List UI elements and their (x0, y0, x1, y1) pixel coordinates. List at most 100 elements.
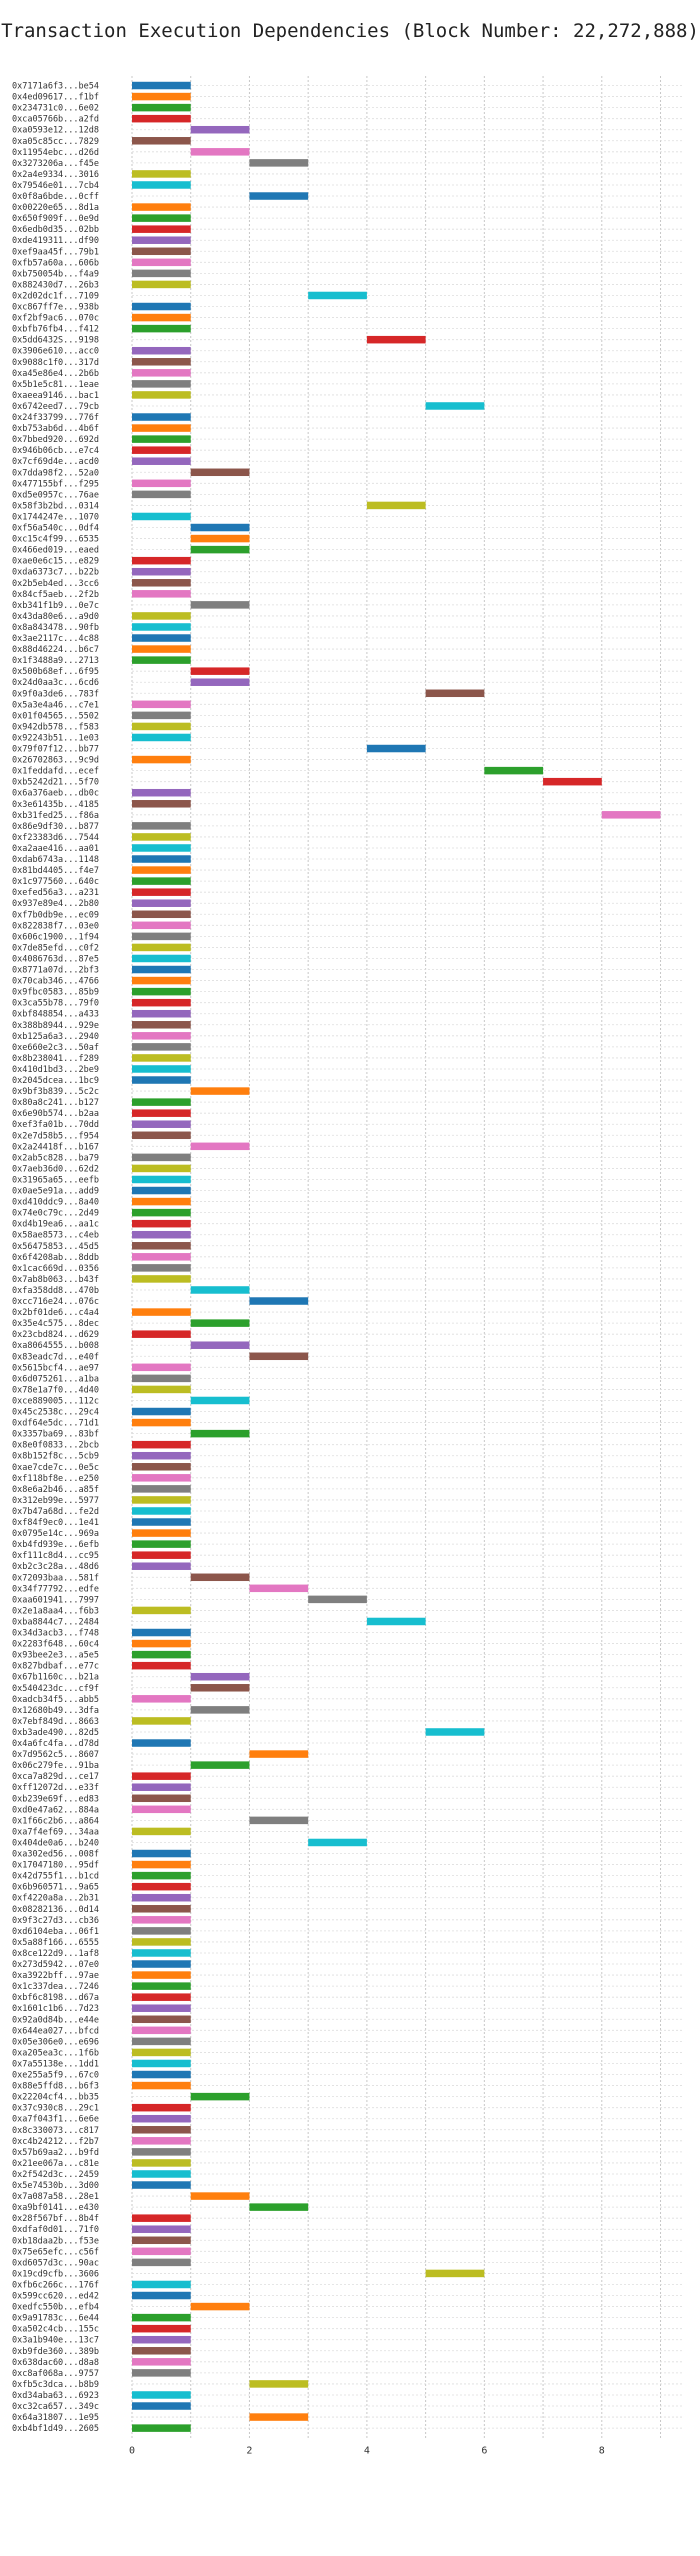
y-tick-label: 0xd34aba63...6923 (12, 2391, 99, 2401)
gantt-bar (132, 1949, 191, 1957)
y-tick-label: 0xf7b0db9e...ec09 (12, 910, 99, 920)
gantt-bar (132, 833, 191, 841)
y-tick-label: 0xf118bf8e...e250 (12, 1474, 99, 1484)
gantt-bar (366, 335, 426, 344)
gantt-bar (132, 1021, 191, 1029)
y-tick-label: 0x2045dcea...1bc9 (12, 1076, 99, 1086)
gantt-bar (132, 1783, 191, 1791)
gantt-bar (425, 1728, 485, 1736)
gantt-bar (132, 1485, 191, 1493)
y-tick-label: 0x8c330073...c817 (12, 2126, 99, 2136)
y-tick-label: 0x9f0a3de6...783f (12, 689, 99, 699)
gantt-bar (132, 1739, 191, 1747)
y-tick-label: 0xb3ade490...82d5 (12, 1728, 99, 1738)
y-tick-label: 0x24f33799...776f (12, 413, 99, 423)
gantt-bar (132, 866, 191, 874)
y-tick-label: 0x80a8c241...b127 (12, 1098, 99, 1108)
gantt-bar (132, 1253, 191, 1261)
y-tick-label: 0xbfb76fb4...f412 (12, 325, 99, 335)
gantt-bar (132, 302, 191, 311)
y-tick-label: 0x6edb0d35...02bb (12, 225, 99, 235)
y-tick-label: 0xa8064555...b008 (12, 1341, 99, 1351)
y-tick-label: 0x92243b51...1e03 (12, 733, 99, 743)
gantt-bar (132, 921, 191, 930)
y-tick-label: 0xd6104eba...06f1 (12, 1927, 99, 1937)
y-tick-label: 0x28f567bf...8b4f (12, 2214, 99, 2224)
gantt-bar (132, 1275, 191, 1283)
gantt-bar (132, 1451, 191, 1460)
gantt-bar (132, 2159, 191, 2167)
y-tick-label: 0xf84f9ec0...1e41 (12, 1518, 99, 1528)
gantt-bar (132, 2004, 191, 2012)
y-tick-label: 0x19cd9cfb...3606 (12, 2269, 99, 2279)
y-tick-label: 0xa45e86e4...2b6b (12, 369, 99, 379)
y-tick-label: 0x11954ebc...d26d (12, 148, 99, 158)
gantt-bar (132, 2236, 191, 2245)
y-tick-label: 0x0795e14c...969a (12, 1529, 99, 1539)
gantt-bar (132, 324, 191, 333)
gantt-bar (132, 512, 191, 521)
gantt-bar (190, 2302, 250, 2311)
x-tick-label: 6 (481, 2446, 487, 2457)
y-tick-label: 0x81bd4405...f4e7 (12, 866, 99, 876)
gantt-bar (132, 788, 191, 797)
y-tick-label: 0x34d3acb3...f748 (12, 1629, 99, 1639)
gantt-bar (190, 678, 250, 686)
y-tick-label: 0x86e9df30...b877 (12, 822, 99, 832)
gantt-bar (249, 192, 309, 200)
gantt-bar (132, 424, 191, 432)
gantt-bar (132, 446, 191, 454)
y-tick-label: 0x3a1b940e...13c7 (12, 2336, 99, 2346)
y-tick-label: 0x1f66c2b6...a864 (12, 1816, 99, 1826)
gantt-bar (132, 1927, 191, 1935)
y-tick-label: 0x9f3c27d3...cb36 (12, 1916, 99, 1926)
y-tick-label: 0xf23383d6...7544 (12, 833, 99, 843)
y-tick-label: 0xa05c85cc...7829 (12, 137, 99, 147)
y-tick-label: 0xdfaf0d01...71f0 (12, 2225, 99, 2235)
y-tick-label: 0x23cbd824...d629 (12, 1330, 99, 1340)
gantt-bar (132, 490, 191, 499)
gantt-bar (132, 225, 191, 233)
y-tick-label: 0xb239e69f...ed83 (12, 1794, 99, 1804)
gantt-bar (132, 1893, 191, 1902)
y-tick-label: 0x0ae5e91a...add9 (12, 1187, 99, 1197)
gantt-bar (132, 1153, 191, 1162)
y-tick-label: 0xaa601941...7997 (12, 1595, 99, 1605)
y-tick-label: 0x05e306e0...e696 (12, 2037, 99, 2047)
gantt-bar (132, 1197, 191, 1206)
y-tick-label: 0xaeea9146...bac1 (12, 391, 99, 401)
gantt-bar (190, 667, 250, 675)
y-tick-label: 0x37c930c8...29c1 (12, 2104, 99, 2114)
y-tick-label: 0xadcb34f5...abb5 (12, 1695, 99, 1705)
y-tick-label: 0xa502c4cb...155c (12, 2325, 99, 2335)
gantt-bar (190, 1142, 250, 1151)
y-tick-label: 0x650f909f...0e9d (12, 214, 99, 224)
y-tick-label: 0xa205ea3c...1f6b (12, 2048, 99, 2058)
y-tick-label: 0xefed56a3...a231 (12, 888, 99, 898)
y-tick-label: 0x404de0a6...b240 (12, 1838, 99, 1848)
gantt-bar (132, 2402, 191, 2410)
y-tick-label: 0xb31fed25...f86a (12, 811, 99, 821)
y-tick-label: 0x7de85efd...c0f2 (12, 943, 99, 953)
gantt-bar (132, 733, 191, 742)
y-tick-label: 0x2b5eb4ed...3cc6 (12, 579, 99, 589)
gantt-bar (132, 2214, 191, 2222)
y-tick-label: 0x8771a07d...2bf3 (12, 966, 99, 976)
y-tick-label: 0x7d9562c5...8607 (12, 1750, 99, 1760)
y-tick-label: 0xc8af068a...9757 (12, 2369, 99, 2379)
gantt-bar (132, 2026, 191, 2035)
y-tick-label: 0x01f04565...5502 (12, 711, 99, 721)
gantt-bar (190, 1706, 250, 1714)
gantt-bar (132, 1385, 191, 1394)
gantt-bar (132, 137, 191, 145)
gantt-bar (249, 1297, 309, 1305)
y-tick-label: 0xe660e2c3...50af (12, 1043, 99, 1053)
y-tick-label: 0x42d755f1...b1cd (12, 1872, 99, 1882)
gantt-bar (132, 1805, 191, 1814)
y-tick-label: 0x500b68ef...6f95 (12, 667, 99, 677)
y-tick-label: 0x410d1bd3...2be9 (12, 1065, 99, 1075)
gantt-bar (425, 2269, 485, 2278)
gantt-bar (132, 965, 191, 974)
y-tick-label: 0x9a91783c...6e44 (12, 2314, 99, 2324)
y-tick-label: 0xc15c4f99...6535 (12, 535, 99, 545)
